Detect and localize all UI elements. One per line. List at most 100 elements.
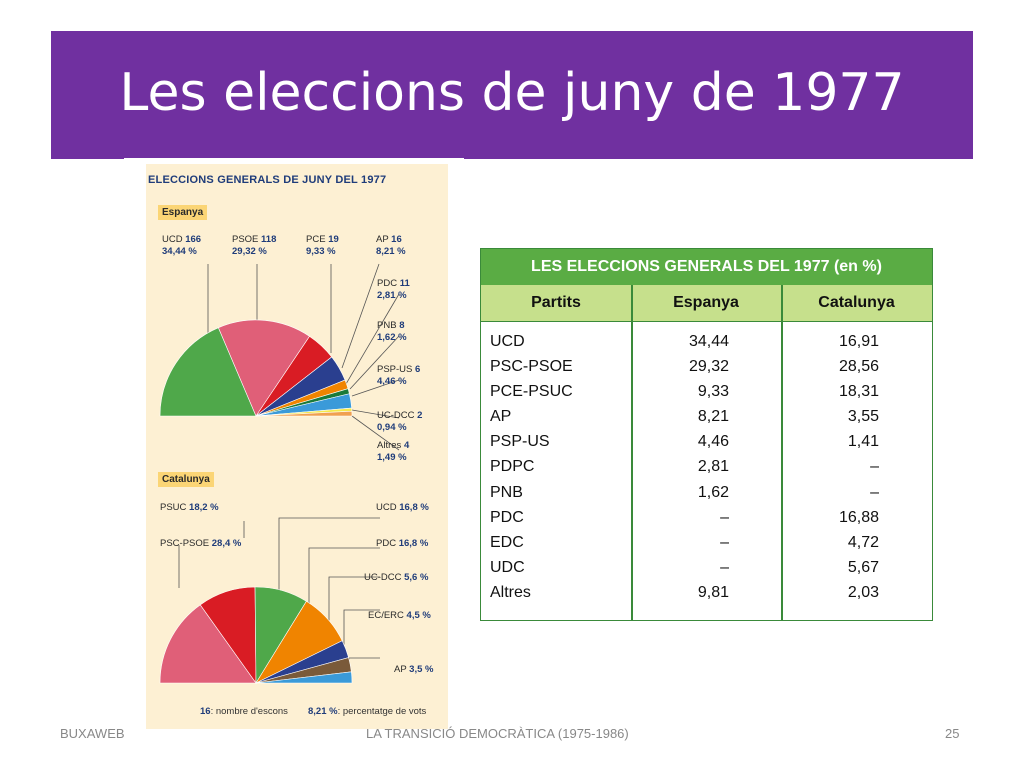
label-party: PDC: [377, 278, 398, 289]
label-pct: 3,5 %: [409, 664, 434, 675]
cell-espanya: 29,32: [688, 358, 729, 376]
catalunya-label: UCD 16,8 %: [376, 502, 429, 514]
cell-party: UCD: [490, 333, 525, 350]
table-row: PNB 1,62 –: [481, 484, 932, 509]
results-table: LES ELECCIONS GENERALS DEL 1977 (en %) P…: [480, 248, 933, 621]
cell-catalunya: –: [870, 458, 879, 476]
cell-party: PNB: [490, 483, 523, 501]
cell-party: Altres: [490, 583, 531, 601]
figure-title: ELECCIONS GENERALS DE JUNY DEL 1977: [148, 174, 387, 186]
table-body: UCD 34,44 16,91 PSC-PSOE 29,32 28,56 PCE-PSUC 9…: [481, 333, 932, 609]
cell-catalunya: 28,56: [838, 358, 879, 376]
legend-seats-key: 16: [200, 706, 211, 717]
table-row: EDC – 4,72: [481, 534, 932, 559]
label-pct: 1,62 %: [377, 332, 407, 343]
label-party: PSC-PSOE: [160, 538, 210, 549]
cell-espanya: 9,33: [697, 383, 729, 401]
catalunya-label: AP 3,5 %: [394, 664, 433, 676]
label-pct: 1,49 %: [377, 452, 407, 463]
label-seats: 4: [403, 440, 410, 451]
pie-slice-ap: [255, 671, 353, 684]
label-seats: 6: [415, 364, 421, 375]
catalunya-label: PSUC 18,2 %: [160, 502, 219, 514]
cell-espanya: –: [720, 533, 729, 551]
espanya-label: PSOE 118 29,32 %: [232, 234, 276, 258]
legend-pct-text: : percentatge de vots: [337, 706, 427, 717]
label-pct: 8,21 %: [376, 246, 406, 257]
election-figure: ELECCIONS GENERALS DE JUNY DEL 1977 Espa…: [124, 158, 464, 729]
label-seats: 2: [417, 410, 423, 421]
label-party: UCD: [162, 234, 183, 245]
cell-catalunya: 16,91: [838, 333, 879, 350]
label-seats: 11: [399, 278, 410, 289]
cell-espanya: 1,62: [697, 483, 729, 501]
label-seats: 16: [391, 234, 402, 245]
label-pct: 18,2 %: [189, 502, 219, 513]
footer-left: BUXAWEB: [60, 726, 125, 741]
legend-seats-text: : nombre d'escons: [210, 706, 288, 717]
slide-title: Les eleccions de juny de 1977: [119, 63, 905, 123]
label-party: EC/ERC: [368, 610, 404, 621]
pie-espanya: [159, 319, 353, 417]
cell-espanya: 8,21: [697, 408, 729, 426]
label-party: UCD: [376, 502, 397, 513]
table-row: AP 8,21 3,55: [481, 408, 932, 433]
espanya-label: PNB 8 1,62 %: [377, 320, 407, 344]
col-header-catalunya: Catalunya: [818, 294, 895, 311]
label-pct: 4,46 %: [377, 376, 407, 387]
pie-catalunya: [159, 586, 353, 685]
label-pct: 28,4 %: [211, 538, 242, 549]
catalunya-tag: Catalunya: [158, 472, 214, 487]
cell-catalunya: 1,41: [847, 433, 879, 451]
cell-espanya: –: [720, 558, 729, 576]
table-row: PSC-PSOE 29,32 28,56: [481, 358, 932, 383]
espanya-label: PSP-US 6 4,46 %: [377, 364, 420, 388]
label-pct: 29,32 %: [232, 246, 267, 257]
label-party: PSOE: [232, 234, 259, 245]
label-party: Altres: [377, 440, 402, 451]
cell-espanya: 4,46: [697, 433, 729, 451]
table-row: Altres 9,81 2,03: [481, 584, 932, 609]
cell-party: PSC-PSOE: [490, 358, 573, 376]
cell-party: AP: [490, 408, 512, 426]
pie-slice-ucd: [159, 327, 257, 417]
catalunya-label: EC/ERC 4,5 %: [368, 610, 431, 622]
cell-party: EDC: [490, 533, 524, 551]
espanya-tag: Espanya: [158, 205, 208, 220]
table-row: UCD 34,44 16,91: [481, 333, 932, 358]
label-party: PDC: [376, 538, 397, 549]
label-party: PSUC: [160, 502, 187, 513]
page-number: 25: [945, 726, 960, 741]
label-seats: 8: [399, 320, 405, 331]
cell-catalunya: 3,55: [847, 408, 879, 426]
label-pct: 5,6 %: [404, 572, 429, 583]
catalunya-label: UC-DCC 5,6 %: [364, 572, 428, 584]
espanya-label: Altres 4 1,49 %: [377, 440, 409, 464]
espanya-label: UC-DCC 2 0,94 %: [377, 410, 422, 434]
label-seats: 19: [328, 234, 339, 245]
espanya-label: AP 16 8,21 %: [376, 234, 406, 258]
footer-center: LA TRANSICIÓ DEMOCRÀTICA (1975-1986): [366, 726, 629, 741]
col-header-partits: Partits: [531, 294, 581, 311]
table-row: PDPC 2,81 –: [481, 458, 932, 483]
label-seats: 118: [261, 234, 277, 245]
catalunya-label: PDC 16,8 %: [376, 538, 428, 550]
label-seats: 166: [185, 234, 202, 245]
label-party: PCE: [306, 234, 326, 245]
cell-espanya: 34,44: [688, 333, 729, 350]
label-party: PNB: [377, 320, 397, 331]
cell-catalunya: 18,31: [838, 383, 879, 401]
pie-slice-altres: [255, 410, 353, 417]
legend-pct: 8,21 %: percentatge de vots: [308, 706, 426, 717]
catalunya-label: PSC-PSOE 28,4 %: [160, 538, 241, 550]
title-bar: Les eleccions de juny de 1977: [51, 31, 973, 159]
table-row: PDC – 16,88: [481, 509, 932, 534]
cell-catalunya: 4,72: [847, 533, 879, 551]
legend-pct-key: 8,21 %: [308, 706, 338, 717]
cell-espanya: –: [720, 508, 729, 526]
label-pct: 16,8 %: [398, 538, 429, 549]
cell-party: PCE-PSUC: [490, 383, 573, 401]
pie-slice-psoe: [217, 319, 310, 417]
table-column-headers: Partits Espanya Catalunya: [481, 285, 932, 322]
cell-espanya: 2,81: [697, 458, 729, 476]
